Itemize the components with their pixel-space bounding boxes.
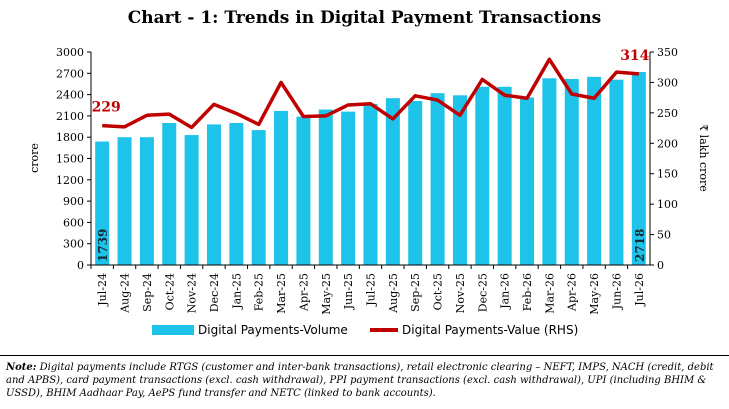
left-tick-label: 300 <box>63 238 84 251</box>
x-tick-label: Nov-25 <box>454 273 467 313</box>
volume-bar <box>206 124 221 265</box>
x-tick-label: Nov-24 <box>186 273 199 313</box>
volume-bar <box>452 95 467 265</box>
x-tick-label: Jul-24 <box>96 273 109 307</box>
volume-bar <box>139 137 154 265</box>
volume-bar <box>564 78 579 265</box>
footnote-label: Note: <box>6 362 37 373</box>
left-tick-label: 1200 <box>56 174 84 187</box>
legend-swatch-volume <box>152 325 194 335</box>
line-data-labels: 229 314 <box>92 48 650 116</box>
right-axis-label: ₹ lakh crore <box>697 124 710 192</box>
volume-bar <box>95 141 110 265</box>
x-tick-label: Jul-25 <box>365 273 378 307</box>
left-tick-label: 900 <box>63 195 84 208</box>
x-tick-label: May-26 <box>588 273 601 315</box>
bar-data-label: 2718 <box>633 229 647 262</box>
x-tick-label: Jul-26 <box>633 273 646 307</box>
x-tick-label: Jan-26 <box>499 273 512 310</box>
volume-bar <box>631 72 646 265</box>
left-y-ticks: 0 300 600 900 1200 1500 1800 2100 2400 2700 3000 <box>56 46 91 272</box>
x-tick-label: Dec-24 <box>208 273 221 312</box>
volume-bar <box>184 135 199 265</box>
line-data-label: 314 <box>620 48 649 64</box>
volume-bar <box>542 78 557 266</box>
legend-label-value: Digital Payments-Value (RHS) <box>402 323 578 337</box>
left-tick-label: 1800 <box>56 131 84 144</box>
x-tick-label: Oct-24 <box>163 273 176 310</box>
volume-bar <box>363 103 378 265</box>
x-tick-label: Apr-25 <box>297 273 310 312</box>
volume-bar <box>475 86 490 265</box>
right-tick-label: 100 <box>657 198 678 211</box>
chart-title: Chart - 1: Trends in Digital Payment Tra… <box>127 8 602 28</box>
right-tick-label: 300 <box>657 76 678 89</box>
x-tick-label: Jun-25 <box>342 273 355 310</box>
x-tick-label: Mar-26 <box>543 273 556 314</box>
x-tick-label: Apr-26 <box>566 273 579 312</box>
left-tick-label: 2700 <box>56 67 84 80</box>
left-tick-label: 3000 <box>56 46 84 59</box>
volume-bar <box>520 97 535 265</box>
volume-bar <box>609 79 624 265</box>
x-tick-label: Feb-26 <box>521 273 534 311</box>
left-tick-label: 0 <box>77 259 84 272</box>
x-tick-label: Aug-24 <box>119 273 132 314</box>
left-tick-label: 1500 <box>56 153 84 166</box>
right-tick-label: 250 <box>657 107 678 120</box>
x-tick-label: Jan-25 <box>230 273 243 310</box>
volume-bar <box>497 86 512 265</box>
volume-bar <box>251 130 266 265</box>
legend-label-volume: Digital Payments-Volume <box>198 323 348 337</box>
bar-data-label: 1739 <box>96 229 110 262</box>
volume-bar <box>117 137 132 265</box>
left-axis-label: crore <box>28 143 41 173</box>
x-tick-label: Mar-25 <box>275 273 288 314</box>
right-y-ticks: 0 50 100 150 200 250 300 350 <box>650 46 678 272</box>
x-tick-labels: Jul-24 Aug-24 Sep-24 Oct-24 Nov-24 Dec-24 Jan-… <box>96 273 646 315</box>
right-tick-label: 0 <box>657 259 664 272</box>
volume-bar <box>318 109 333 265</box>
x-tick-label: Sep-25 <box>409 273 422 312</box>
footnote-text: Digital payments include RTGS (customer … <box>6 362 714 399</box>
volume-bar <box>430 93 445 266</box>
volume-bar <box>162 123 177 265</box>
x-tick-label: Sep-24 <box>141 273 154 312</box>
left-tick-label: 600 <box>63 216 84 229</box>
x-tick-label: May-25 <box>320 273 333 315</box>
x-tick-label: Aug-25 <box>387 273 400 314</box>
right-tick-label: 200 <box>657 137 678 150</box>
volume-bar <box>587 76 602 265</box>
x-tick-label: Dec-25 <box>476 273 489 312</box>
footnote: Note: Digital payments include RTGS (cus… <box>6 361 721 400</box>
volume-bars <box>95 72 646 266</box>
line-data-label: 229 <box>92 100 121 116</box>
volume-bar <box>385 98 400 266</box>
right-tick-label: 350 <box>657 46 678 59</box>
x-tick-label: Oct-25 <box>432 273 445 310</box>
right-tick-label: 50 <box>657 229 671 242</box>
volume-bar <box>408 100 423 266</box>
bar-data-labels: 1739 2718 <box>96 229 647 262</box>
volume-bar <box>229 123 244 265</box>
volume-bar <box>296 116 311 265</box>
volume-bar <box>274 110 289 266</box>
legend: Digital Payments-Volume Digital Payments… <box>152 323 578 337</box>
left-tick-label: 2400 <box>56 89 84 102</box>
value-line-layer <box>102 57 639 130</box>
left-tick-label: 2100 <box>56 110 84 123</box>
right-tick-label: 150 <box>657 168 678 181</box>
x-tick-label: Feb-25 <box>253 273 266 311</box>
divider <box>0 355 729 356</box>
volume-bar <box>341 111 356 265</box>
x-tick-label: Jun-26 <box>610 273 623 310</box>
